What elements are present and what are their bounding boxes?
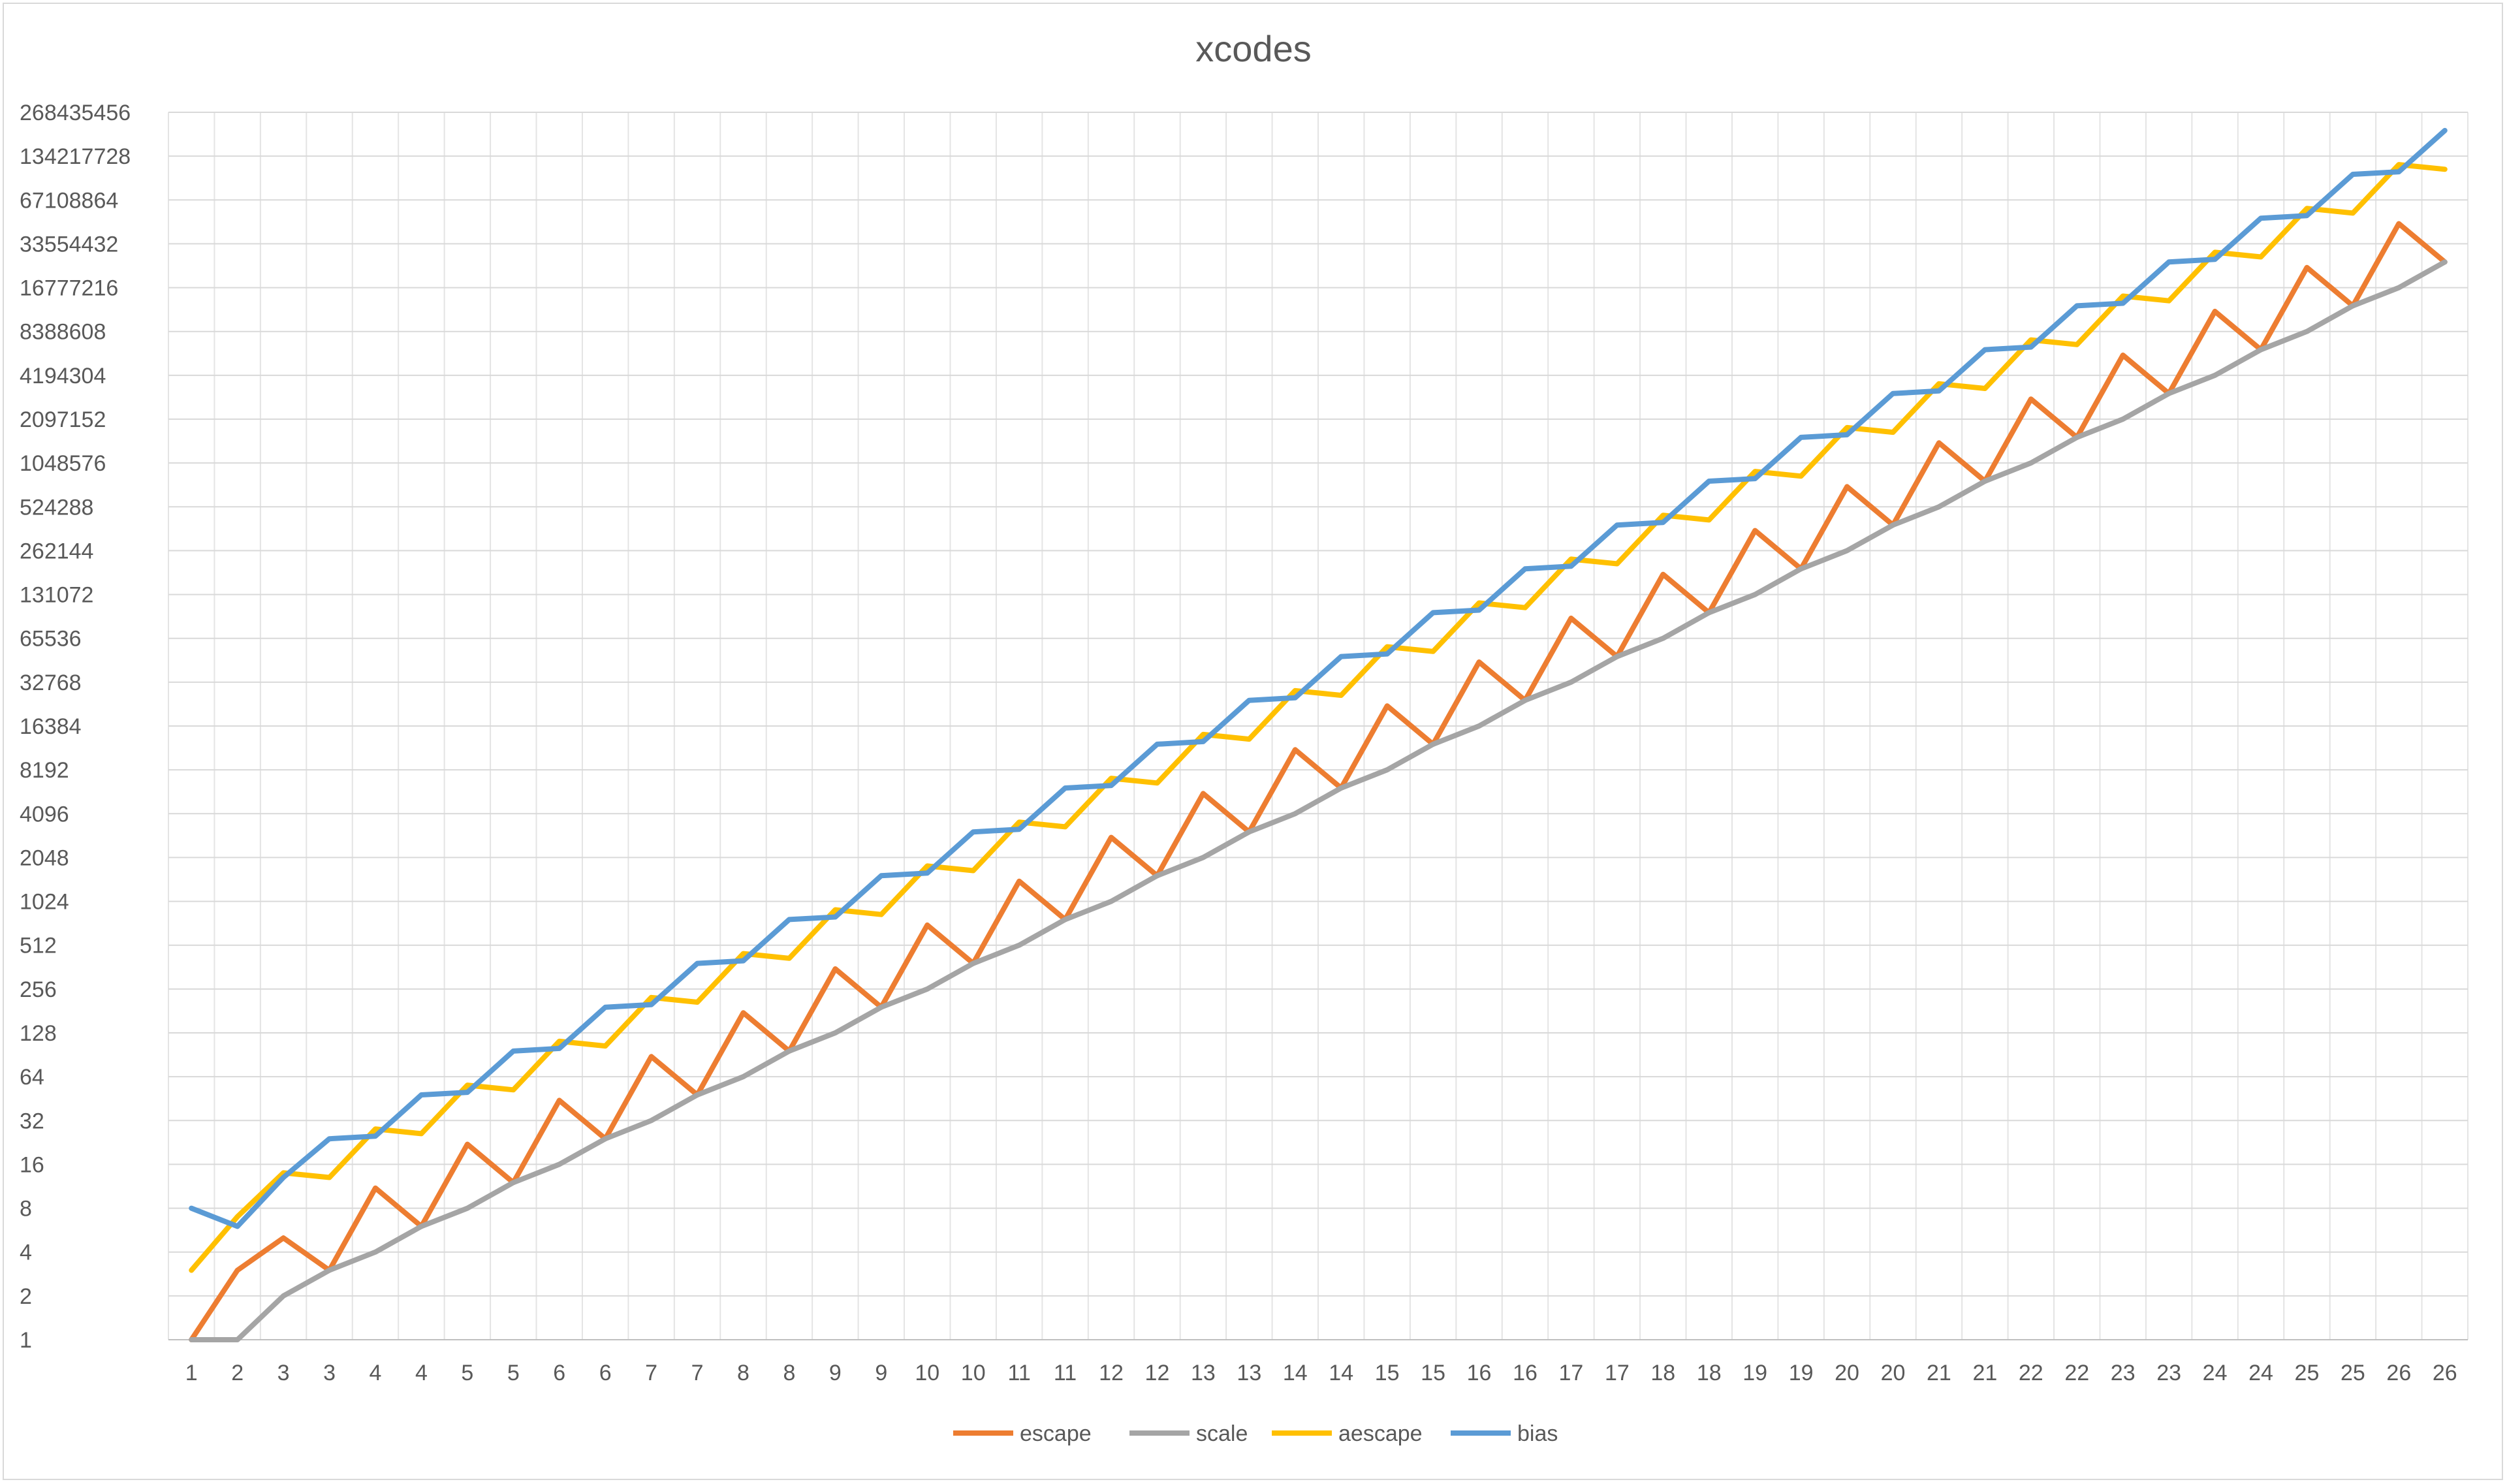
x-tick-label: 3: [323, 1361, 336, 1385]
y-tick-label: 32: [20, 1109, 44, 1133]
x-tick-label: 14: [1283, 1361, 1308, 1385]
x-tick-label: 10: [915, 1361, 939, 1385]
chart-title: xcodes: [1195, 28, 1312, 69]
legend-label-scale: scale: [1196, 1421, 1248, 1446]
x-tick-label: 23: [2111, 1361, 2136, 1385]
x-tick-label: 14: [1329, 1361, 1353, 1385]
y-tick-label: 134217728: [20, 144, 131, 169]
x-tick-label: 20: [1881, 1361, 1906, 1385]
legend-label-escape: escape: [1020, 1421, 1092, 1446]
x-tick-label: 20: [1835, 1361, 1859, 1385]
y-tick-label: 8192: [20, 758, 69, 783]
chart-frame: [3, 3, 2503, 1480]
x-tick-label: 16: [1513, 1361, 1537, 1385]
y-tick-label: 2048: [20, 845, 69, 870]
x-tick-label: 4: [370, 1361, 382, 1385]
x-tick-label: 22: [2019, 1361, 2043, 1385]
y-tick-label: 33554432: [20, 232, 118, 257]
y-tick-label: 131072: [20, 583, 93, 608]
x-tick-label: 22: [2064, 1361, 2089, 1385]
y-tick-label: 4096: [20, 802, 69, 827]
x-tick-label: 17: [1559, 1361, 1584, 1385]
y-tick-label: 128: [20, 1021, 57, 1046]
x-tick-label: 18: [1650, 1361, 1675, 1385]
y-tick-label: 64: [20, 1065, 44, 1090]
x-tick-label: 24: [2203, 1361, 2228, 1385]
y-tick-label: 16384: [20, 714, 82, 739]
x-tick-label: 9: [829, 1361, 842, 1385]
x-tick-label: 6: [553, 1361, 565, 1385]
x-tick-label: 15: [1375, 1361, 1400, 1385]
x-tick-label: 11: [1007, 1361, 1030, 1385]
y-tick-label: 262144: [20, 539, 93, 563]
x-tick-label: 9: [875, 1361, 887, 1385]
y-tick-label: 256: [20, 977, 57, 1002]
y-tick-label: 65536: [20, 627, 82, 652]
x-tick-label: 17: [1605, 1361, 1630, 1385]
series-line-escape: [189, 221, 2448, 1342]
legend-label-aescape: aescape: [1338, 1421, 1423, 1446]
gridlines: [168, 112, 2468, 1340]
y-tick-label: 4: [20, 1240, 32, 1265]
x-tick-label: 15: [1421, 1361, 1445, 1385]
x-tick-label: 25: [2295, 1361, 2320, 1385]
y-tick-label: 8388608: [20, 320, 106, 345]
x-tick-label: 16: [1467, 1361, 1492, 1385]
y-tick-label: 32768: [20, 671, 82, 695]
y-tick-label: 67108864: [20, 188, 118, 213]
x-tick-label: 24: [2248, 1361, 2273, 1385]
x-tick-label: 11: [1054, 1361, 1077, 1385]
x-tick-label: 18: [1697, 1361, 1722, 1385]
y-tick-label: 16777216: [20, 276, 118, 301]
x-tick-label: 5: [461, 1361, 473, 1385]
x-tick-label: 4: [415, 1361, 428, 1385]
x-tick-label: 8: [783, 1361, 795, 1385]
x-tick-label: 13: [1237, 1361, 1261, 1385]
x-tick-label: 8: [737, 1361, 749, 1385]
x-tick-label: 7: [691, 1361, 704, 1385]
y-tick-label: 2: [20, 1284, 32, 1309]
y-tick-label: 4194304: [20, 364, 106, 388]
x-tick-label: 19: [1742, 1361, 1767, 1385]
x-tick-label: 21: [1972, 1361, 1997, 1385]
y-tick-label: 268435456: [20, 101, 131, 125]
x-tick-label: 25: [2341, 1361, 2365, 1385]
x-tick-label: 13: [1191, 1361, 1216, 1385]
x-tick-label: 26: [2433, 1361, 2457, 1385]
x-tick-label: 12: [1099, 1361, 1124, 1385]
y-tick-label: 8: [20, 1197, 32, 1222]
x-tick-label: 19: [1789, 1361, 1814, 1385]
y-tick-label: 1024: [20, 890, 69, 915]
x-tick-label: 26: [2386, 1361, 2411, 1385]
x-tick-label: 7: [645, 1361, 657, 1385]
x-tick-label: 3: [277, 1361, 290, 1385]
y-tick-label: 1048576: [20, 451, 106, 476]
y-tick-label: 1: [20, 1328, 32, 1353]
x-tick-label: 2: [231, 1361, 244, 1385]
y-tick-label: 512: [20, 934, 57, 958]
x-tick-label: 10: [961, 1361, 986, 1385]
legend: escape scale aescape bias: [953, 1421, 1558, 1446]
x-tick-label: 6: [599, 1361, 612, 1385]
x-tick-label: 23: [2156, 1361, 2181, 1385]
series-line-scale: [189, 259, 2448, 1342]
legend-label-bias: bias: [1517, 1421, 1558, 1446]
x-tick-label: 1: [185, 1361, 198, 1385]
x-axis-ticks: 1 2 3 3 4 4 5 5 6 6 7 7 8 8 9 9 10 10 11 11 12 12 13 13 14 14 15 15…: [168, 1339, 2468, 1385]
y-tick-label: 16: [20, 1152, 44, 1177]
y-tick-label: 524288: [20, 495, 93, 520]
series-lines: [189, 127, 2448, 1342]
x-tick-label: 21: [1927, 1361, 1951, 1385]
x-tick-label: 12: [1145, 1361, 1170, 1385]
x-tick-label: 5: [507, 1361, 520, 1385]
series-line-bias: [189, 127, 2448, 1229]
y-tick-label: 2097152: [20, 407, 106, 432]
y-axis-ticks: 1 2 4 8 16 32 64 128 256 512 1024 2048 4096 8192 16384…: [20, 101, 131, 1353]
